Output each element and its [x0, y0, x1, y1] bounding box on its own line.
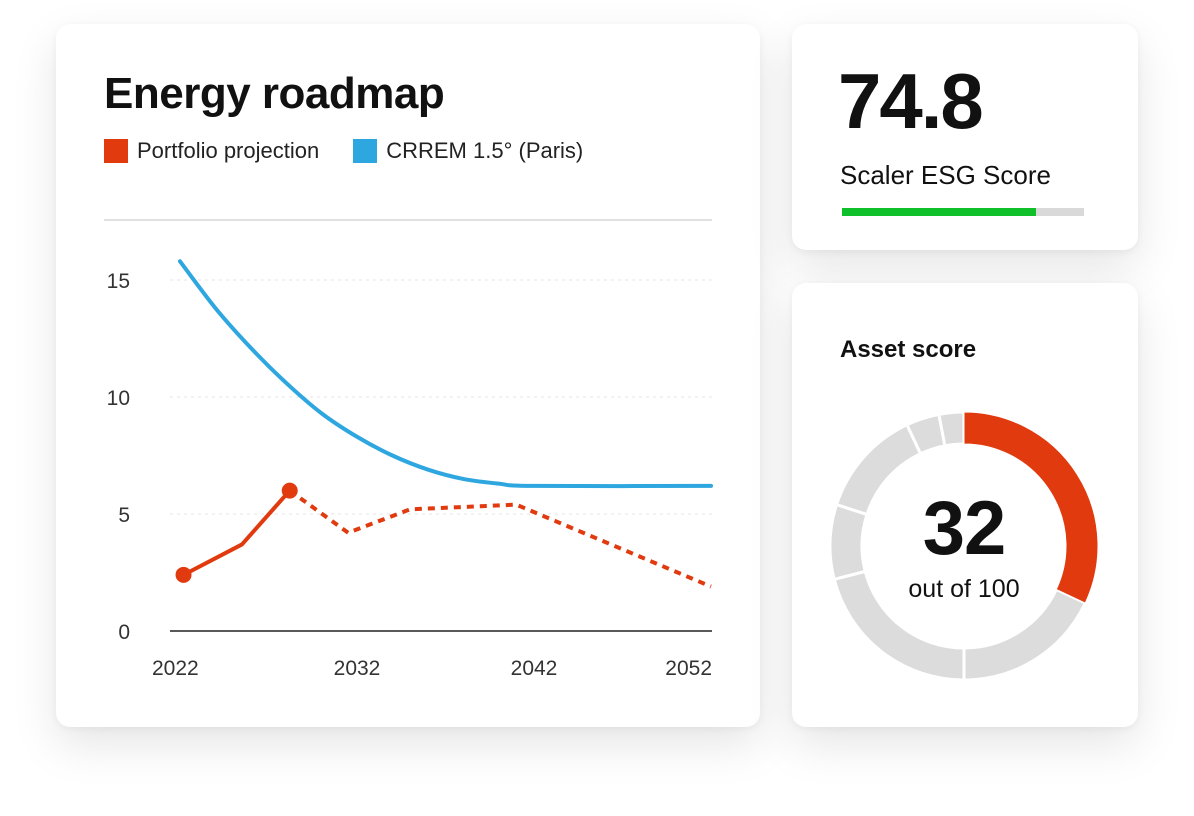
series-line-portfolio-solid — [184, 491, 290, 575]
esg-progress-track — [842, 208, 1084, 216]
esg-progress-fill — [842, 208, 1036, 216]
x-tick-label-2022: 2022 — [152, 657, 199, 680]
x-tick-label-2042: 2042 — [511, 657, 558, 680]
data-point-marker-1 — [282, 483, 298, 499]
asset-score-card: Asset score 32 out of 100 — [792, 283, 1138, 727]
data-point-marker-0 — [176, 567, 192, 583]
asset-score-subtitle: out of 100 — [864, 575, 1064, 604]
donut-track-segment-5 — [939, 412, 964, 446]
series-line-crrem — [180, 261, 711, 486]
esg-score-label: Scaler ESG Score — [840, 160, 1051, 191]
y-tick-label-10: 10 — [107, 387, 130, 410]
y-tick-label-0: 0 — [118, 621, 130, 644]
series-line-portfolio-dotted — [290, 491, 711, 587]
asset-score-value: 32 — [864, 491, 1064, 567]
energy-roadmap-chart: 0 5 10 15 2022 2032 2042 2052 — [56, 24, 760, 727]
esg-score-card: 74.8 Scaler ESG Score — [792, 24, 1138, 250]
energy-roadmap-card: Energy roadmap Portfolio projection CRRE… — [56, 24, 760, 727]
y-tick-label-5: 5 — [118, 504, 130, 527]
x-tick-label-2052: 2052 — [665, 657, 712, 680]
esg-score-value: 74.8 — [838, 62, 982, 140]
y-tick-label-15: 15 — [107, 270, 130, 293]
x-tick-label-2032: 2032 — [334, 657, 381, 680]
donut-track-segment-2 — [830, 505, 867, 580]
